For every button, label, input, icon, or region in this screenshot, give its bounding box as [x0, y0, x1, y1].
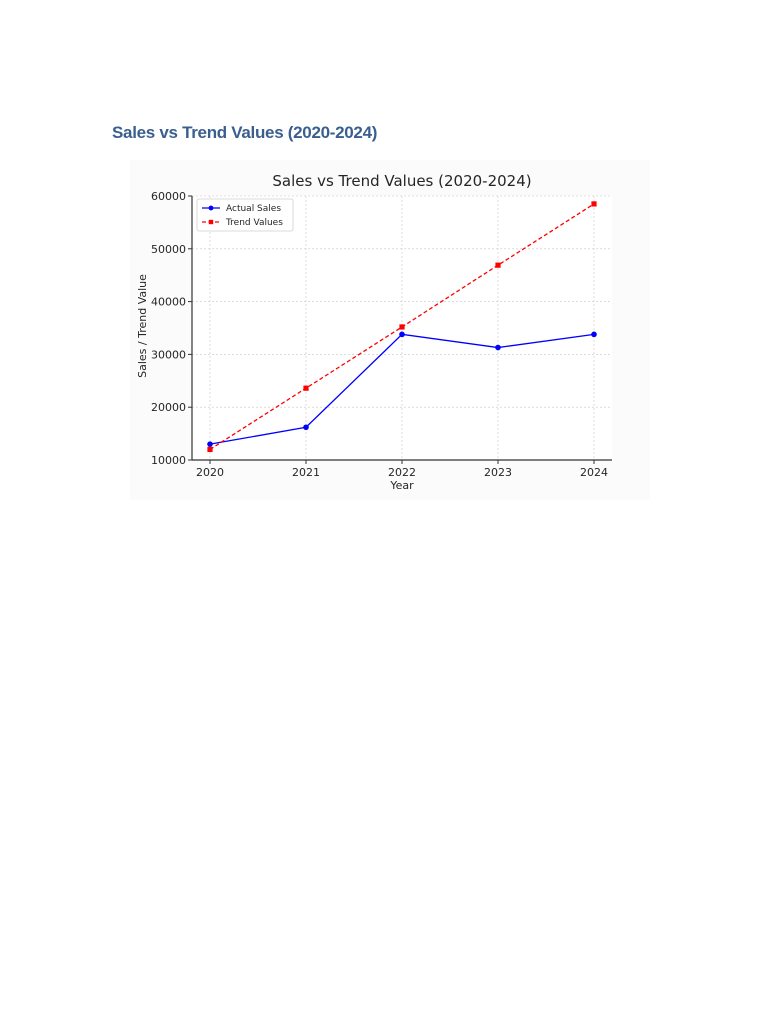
- legend: Actual Sales Trend Values: [196, 198, 294, 232]
- y-tick-label: 60000: [151, 190, 186, 203]
- x-tick-label: 2023: [484, 466, 512, 479]
- legend-label: Actual Sales: [226, 204, 281, 214]
- data-point: [303, 385, 309, 391]
- legend-marker: [208, 205, 214, 211]
- document-heading: Sales vs Trend Values (2020-2024): [112, 123, 378, 142]
- y-tick-label: 40000: [151, 296, 186, 309]
- legend-marker: [208, 219, 214, 225]
- series: [207, 201, 597, 453]
- line-chart: 2020 2021 2022 2023 2024 10000 20000 30000 40000…: [130, 160, 650, 500]
- tick-labels: 2020 2021 2022 2023 2024 10000 20000 30000 40000…: [151, 190, 608, 479]
- chart-container: 2020 2021 2022 2023 2024 10000 20000 30000 40000…: [130, 160, 650, 500]
- data-point: [207, 446, 213, 453]
- data-point: [591, 331, 597, 338]
- data-point: [303, 424, 309, 431]
- y-axis-label: Sales / Trend Value: [136, 274, 149, 378]
- x-tick-label: 2024: [580, 466, 608, 479]
- legend-box: [196, 198, 294, 232]
- chart-title: Sales vs Trend Values (2020-2024): [272, 172, 531, 190]
- x-tick-label: 2022: [388, 466, 416, 479]
- data-point: [495, 344, 501, 351]
- y-tick-label: 20000: [151, 401, 186, 414]
- data-point: [399, 331, 405, 338]
- y-tick-label: 50000: [151, 243, 186, 256]
- y-tick-label: 30000: [151, 348, 186, 361]
- data-point: [495, 262, 501, 268]
- data-point: [207, 441, 213, 447]
- x-axis-label: Year: [389, 479, 414, 492]
- data-point: [591, 201, 597, 207]
- x-tick-label: 2021: [292, 466, 320, 479]
- x-tick-label: 2020: [196, 466, 224, 479]
- y-tick-label: 10000: [151, 454, 186, 467]
- data-point: [399, 324, 405, 330]
- legend-label: Trend Values: [225, 218, 283, 228]
